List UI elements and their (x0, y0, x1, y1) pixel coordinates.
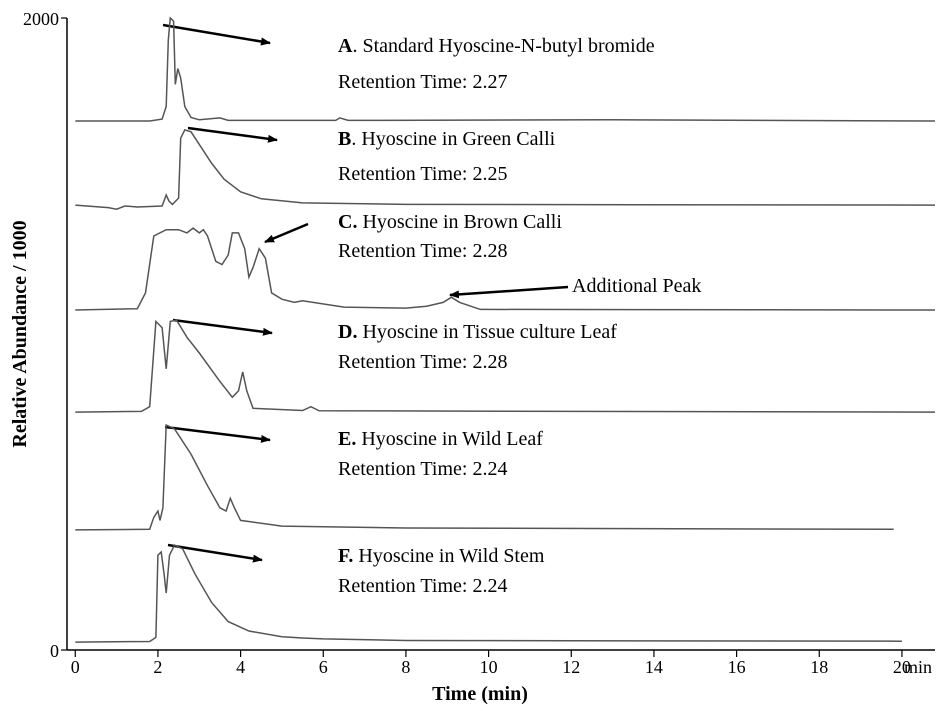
annotation-title: E. Hyoscine in Wild Leaf (338, 428, 543, 450)
trace (75, 319, 936, 413)
annotation-retention: Retention Time: 2.28 (338, 351, 507, 373)
annotation-label: C. (338, 211, 357, 233)
annotation-text: . Hyoscine in Green Calli (351, 128, 555, 150)
annotation-title: D. Hyoscine in Tissue culture Leaf (338, 321, 617, 343)
annotation-text: Hyoscine in Tissue culture Leaf (357, 321, 617, 343)
annotation-retention: Retention Time: 2.24 (338, 458, 507, 480)
arrow (164, 425, 271, 443)
arrow (167, 543, 263, 563)
trace (75, 16, 936, 122)
annotation-retention: Retention Time: 2.25 (338, 163, 507, 185)
x-tick-label: 4 (236, 657, 245, 677)
x-tick-label: 8 (401, 657, 410, 677)
trace (75, 128, 936, 210)
annotation-text: Hyoscine in Brown Calli (357, 211, 562, 233)
x-tick-label: 10 (480, 657, 498, 677)
annotation-text: . Standard Hyoscine-N-butyl bromide (352, 35, 654, 57)
arrow (264, 222, 309, 244)
annotation-title: B. Hyoscine in Green Calli (338, 128, 556, 150)
x-tick-label: 12 (562, 657, 580, 677)
annotation-text: Hyoscine in Wild Leaf (356, 428, 543, 450)
arrow (162, 23, 271, 46)
x-tick-label: 20 (893, 657, 911, 677)
x-axis-label: Time (min) (432, 683, 528, 705)
trace (75, 227, 936, 311)
x-tick-label: 6 (319, 657, 328, 677)
y-tick-label: 2000 (23, 9, 59, 29)
x-tick-label: 2 (153, 657, 162, 677)
x-unit-label: min (904, 657, 932, 677)
arrow (449, 285, 569, 299)
arrow (172, 318, 273, 336)
x-tick-label: 16 (728, 657, 746, 677)
annotation-retention: Retention Time: 2.27 (338, 71, 507, 93)
annotation-label: D. (338, 321, 357, 343)
annotation-title: F. Hyoscine in Wild Stem (338, 545, 545, 567)
x-tick-label: 18 (810, 657, 828, 677)
annotation-label: F. (338, 545, 353, 567)
peak-note: Additional Peak (572, 275, 701, 297)
annotation-label: B (338, 128, 351, 150)
annotation-text: Hyoscine in Wild Stem (353, 545, 544, 567)
annotation-title: C. Hyoscine in Brown Calli (338, 211, 562, 233)
trace (75, 423, 894, 531)
x-tick-label: 14 (645, 657, 663, 677)
annotation-label: A (338, 35, 353, 57)
annotation-retention: Retention Time: 2.24 (338, 575, 507, 597)
trace (75, 544, 902, 643)
arrow (187, 126, 278, 143)
arrows (162, 23, 569, 563)
y-tick-label: 0 (50, 641, 59, 661)
annotation-title: A. Standard Hyoscine-N-butyl bromide (338, 35, 655, 57)
annotation-label: E. (338, 428, 356, 450)
annotation-retention: Retention Time: 2.28 (338, 240, 507, 262)
x-tick-label: 0 (71, 657, 80, 677)
y-axis-label: Relative Abundance / 1000 (9, 220, 31, 447)
